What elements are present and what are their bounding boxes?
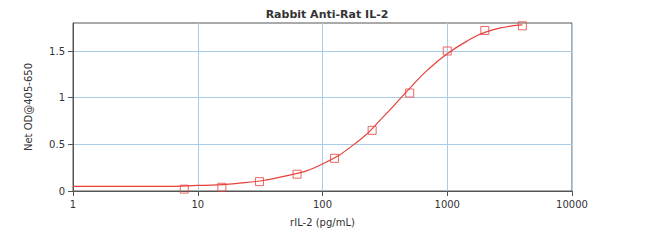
svg-text:1: 1 bbox=[70, 199, 76, 210]
svg-text:Net OD@405-650: Net OD@405-650 bbox=[23, 63, 34, 151]
svg-text:10000: 10000 bbox=[556, 199, 588, 210]
svg-text:10: 10 bbox=[191, 199, 204, 210]
svg-text:1.5: 1.5 bbox=[49, 46, 65, 57]
svg-text:1: 1 bbox=[59, 92, 65, 103]
svg-text:100: 100 bbox=[313, 199, 332, 210]
svg-text:rIL-2 (pg/mL): rIL-2 (pg/mL) bbox=[290, 217, 355, 228]
svg-text:Rabbit Anti-Rat IL-2: Rabbit Anti-Rat IL-2 bbox=[266, 8, 389, 21]
svg-text:1000: 1000 bbox=[435, 199, 460, 210]
svg-text:0: 0 bbox=[59, 186, 65, 197]
svg-text:0.5: 0.5 bbox=[49, 139, 65, 150]
